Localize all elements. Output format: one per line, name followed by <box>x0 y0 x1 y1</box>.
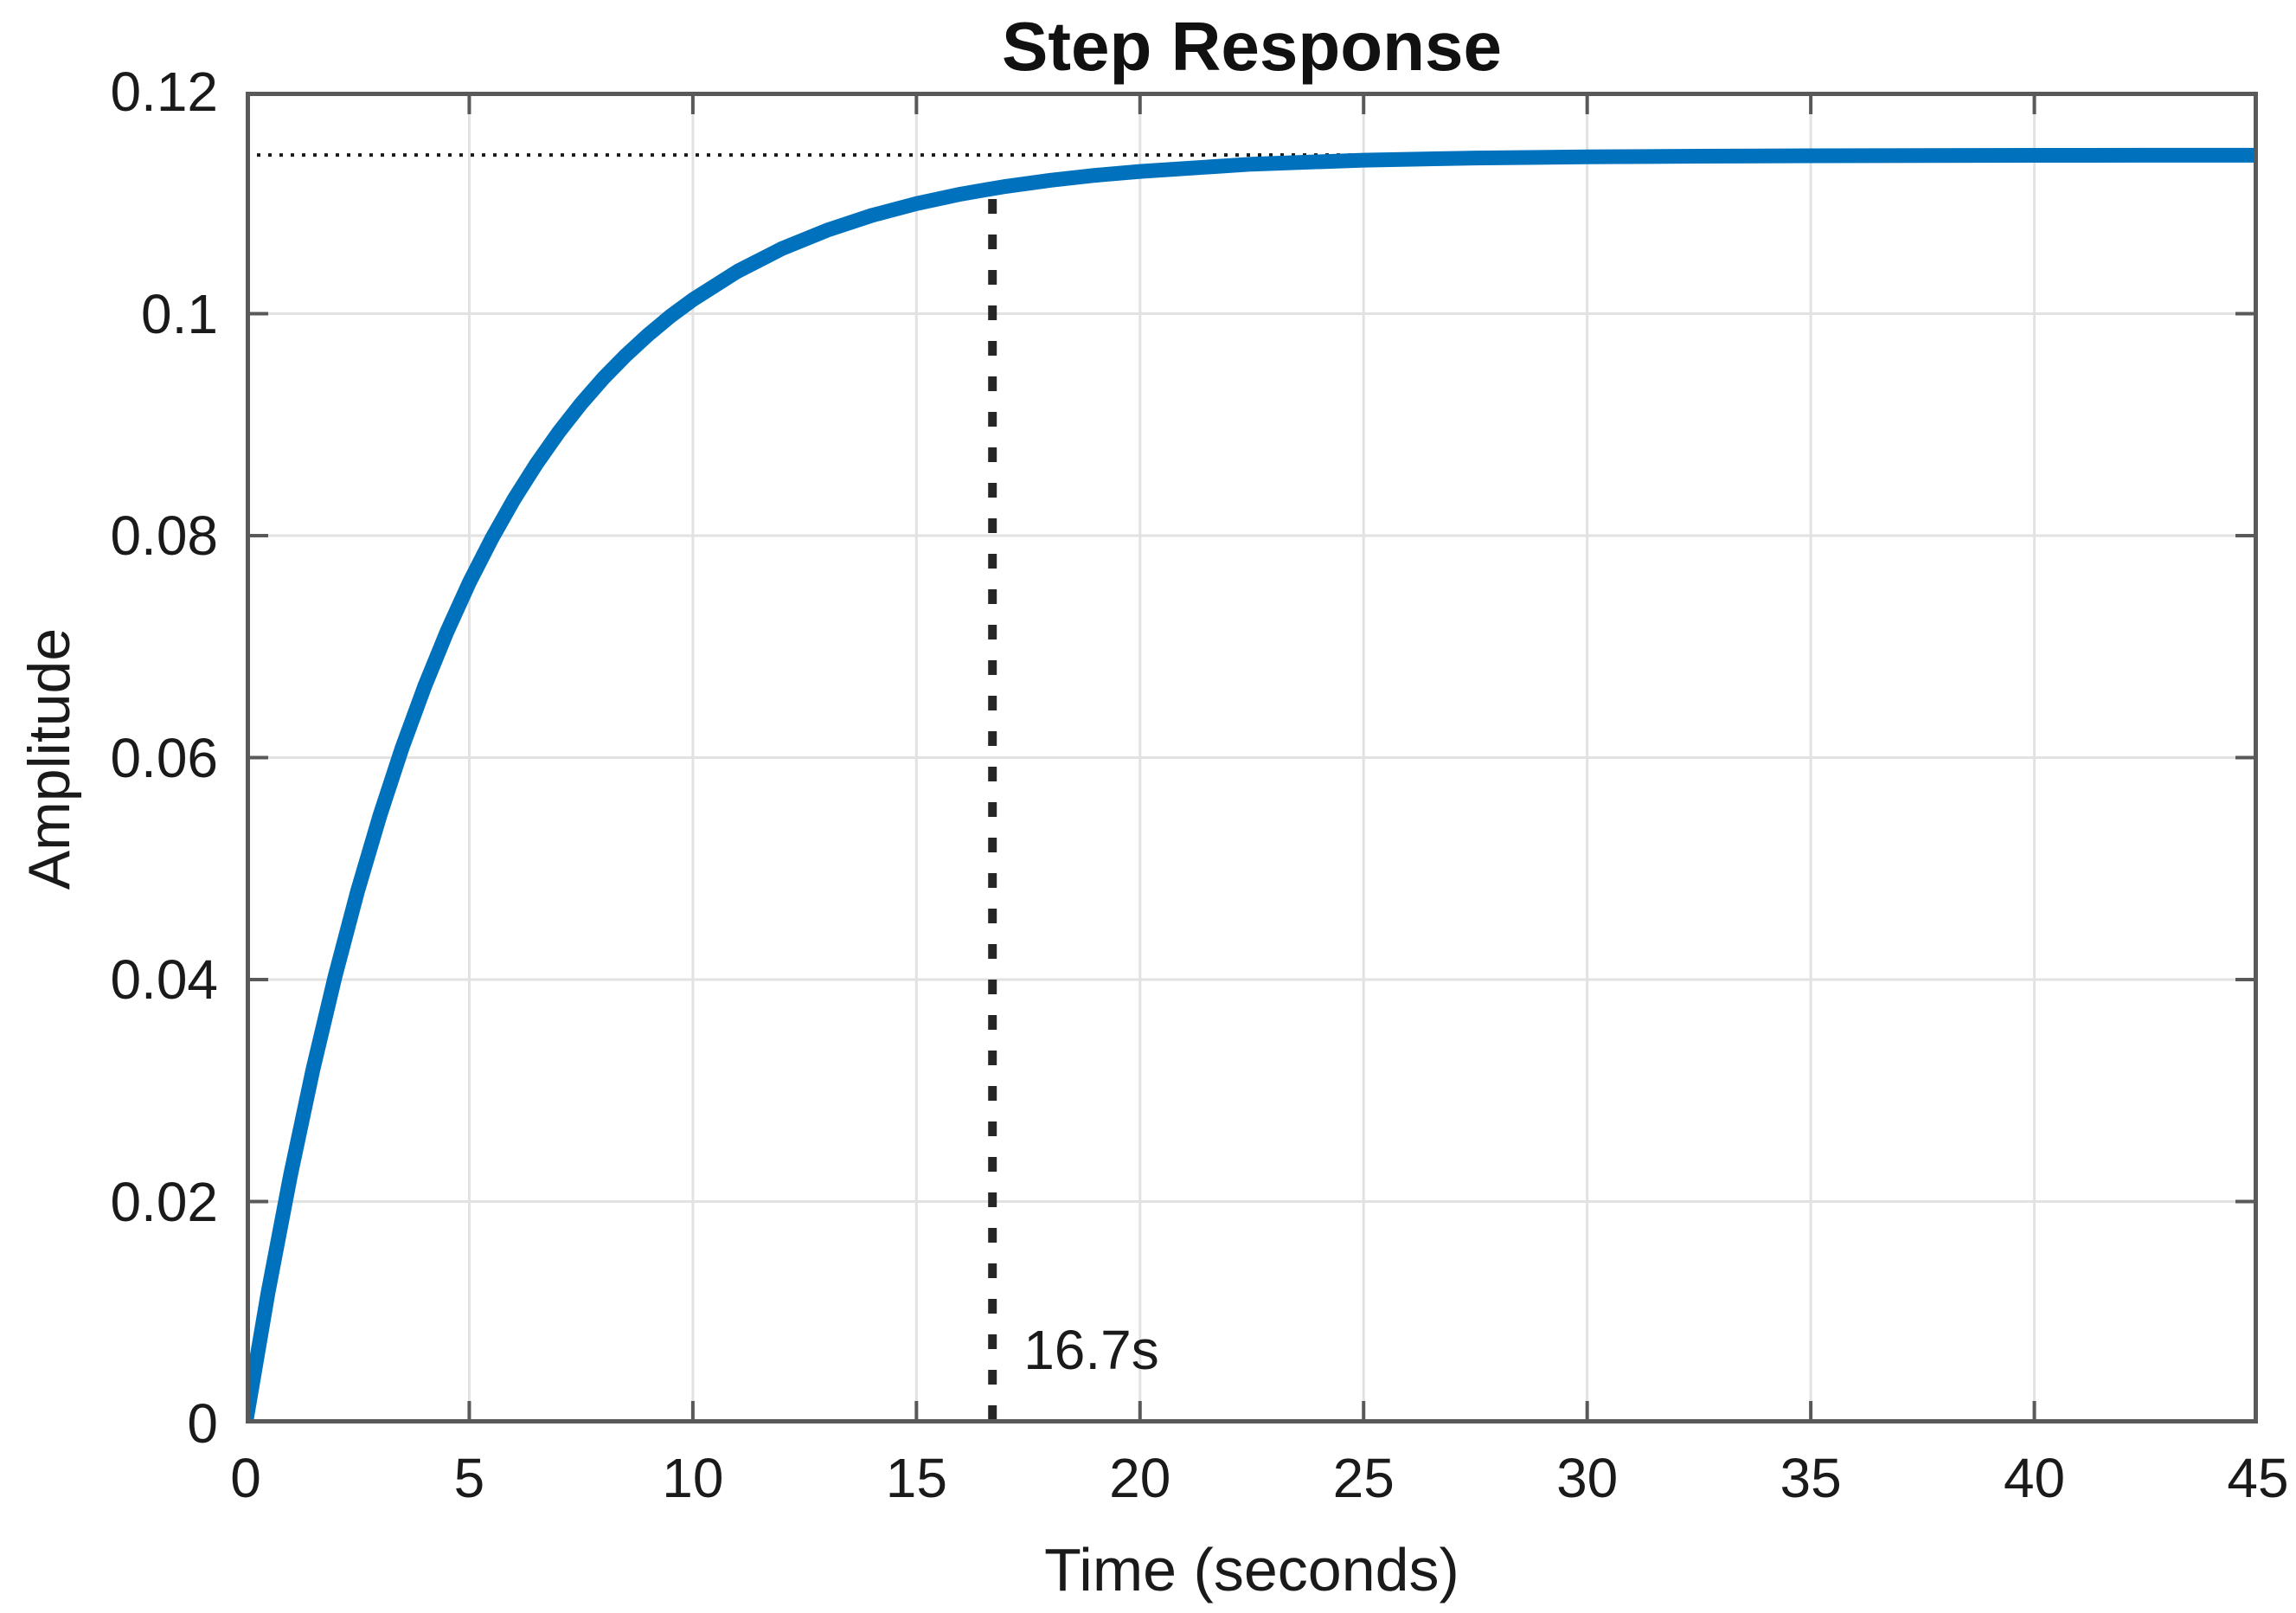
y-tick-label: 0.06 <box>110 726 218 789</box>
axis-ticks <box>246 92 2258 1423</box>
x-tick-label: 5 <box>453 1447 485 1509</box>
step-response-curve <box>246 147 2258 1423</box>
y-tick-label: 0.04 <box>110 948 218 1011</box>
grid-lines <box>246 92 2258 1423</box>
y-tick-label: 0.12 <box>110 61 218 123</box>
y-tick-label: 0.08 <box>110 504 218 567</box>
x-tick-label: 25 <box>1332 1447 1395 1509</box>
plot-canvas <box>246 92 2258 1423</box>
x-tick-label: 20 <box>1109 1447 1171 1509</box>
x-tick-label: 35 <box>1780 1447 1842 1509</box>
chart-title: Step Response <box>1002 8 1502 85</box>
x-tick-label: 10 <box>662 1447 724 1509</box>
settling-time-annotation: 16.7s <box>1023 1319 1159 1381</box>
plot-area: 16.7s <box>246 92 2258 1423</box>
x-tick-label: 0 <box>230 1447 261 1509</box>
x-tick-label: 15 <box>885 1447 947 1509</box>
x-tick-label: 30 <box>1556 1447 1619 1509</box>
y-tick-label: 0.02 <box>110 1170 218 1233</box>
axis-frame <box>246 92 2258 1423</box>
x-tick-label: 45 <box>2227 1447 2289 1509</box>
x-axis-label: Time (seconds) <box>1044 1536 1459 1603</box>
y-tick-label: 0 <box>187 1392 218 1455</box>
x-tick-label: 40 <box>2003 1447 2066 1509</box>
y-tick-label: 0.1 <box>141 282 218 345</box>
